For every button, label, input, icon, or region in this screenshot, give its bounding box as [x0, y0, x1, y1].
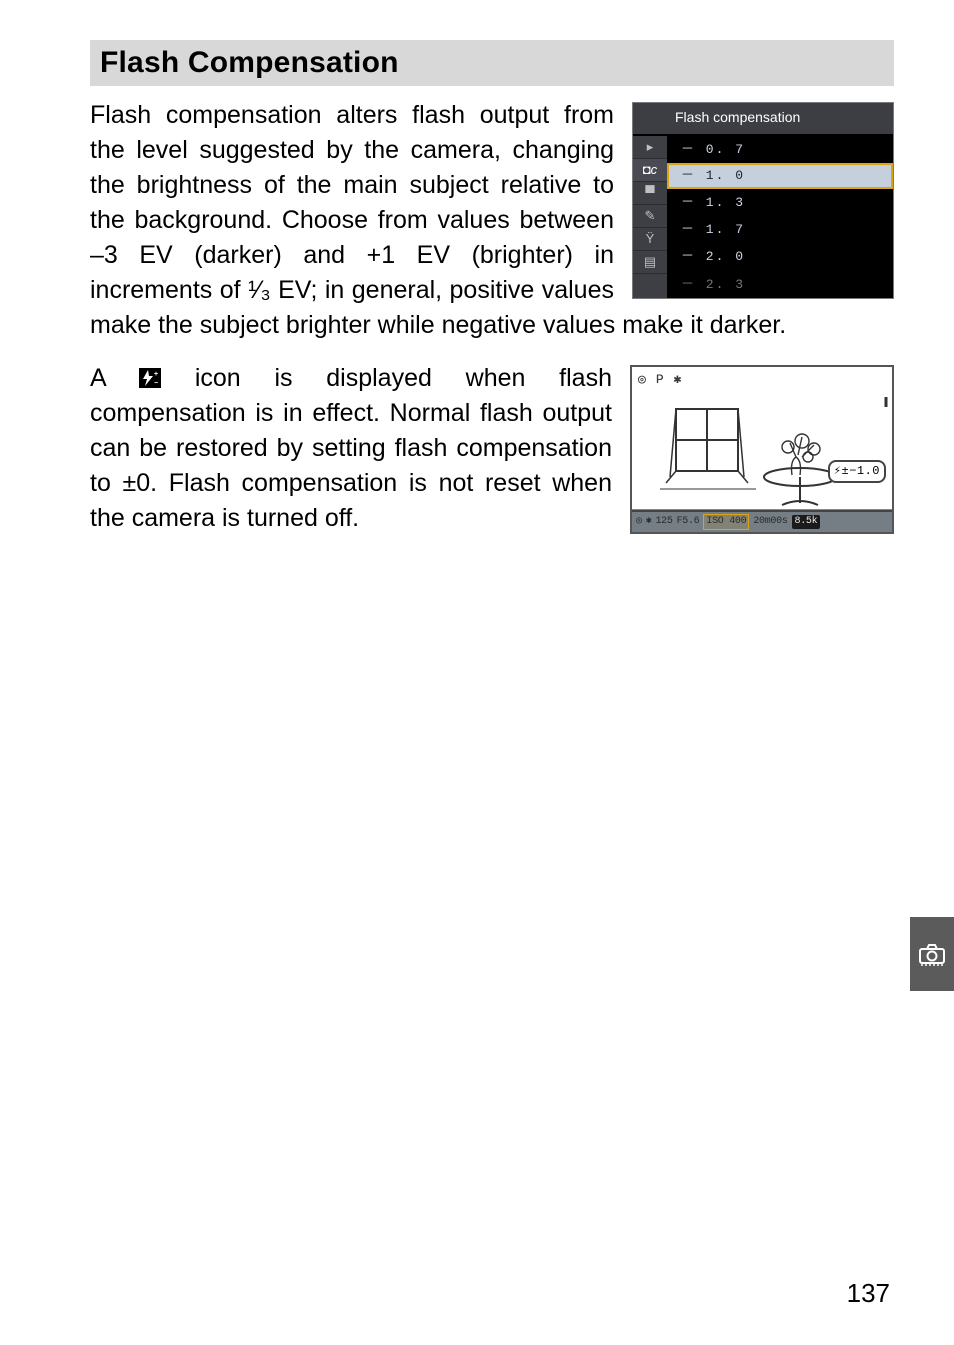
menu-item[interactable]: － 2. 0 [667, 243, 893, 270]
svg-text:−: − [154, 380, 158, 387]
paragraph-1-block: Flash compensation ▸ ◘с ▀ ✎ Ÿ ▤ － 0. 7 －… [90, 98, 894, 343]
menu-item-selected[interactable]: － 1. 0 [667, 163, 893, 189]
paragraph-2-post: icon is displayed when flash compensatio… [90, 364, 612, 532]
flash-mode-icon: ✱ [674, 371, 682, 389]
side-tab-setup-icon[interactable]: Ÿ [633, 228, 667, 251]
status-rectime: 20m00s [753, 515, 787, 529]
paragraph-2-pre: A [90, 364, 139, 392]
scene-illustration-icon [632, 391, 892, 509]
menu-title: Flash compensation [633, 103, 893, 136]
status-iso-label: ISO [706, 516, 723, 527]
status-shutter: 125 [655, 515, 672, 529]
mode-p-icon: P [656, 371, 664, 389]
status-af-icon: ◎ [636, 515, 642, 529]
side-tab-shooting-icon[interactable]: ◘с [633, 159, 667, 182]
lcd-scene: ⚡±−1.0 [632, 391, 892, 510]
menu-side-tabs: ▸ ◘с ▀ ✎ Ÿ ▤ [633, 136, 667, 298]
camera-icon [918, 942, 946, 966]
side-tab-playback-icon[interactable]: ▸ [633, 136, 667, 159]
menu-item[interactable]: － 1. 7 [667, 216, 893, 243]
menu-screenshot: Flash compensation ▸ ◘с ▀ ✎ Ÿ ▤ － 0. 7 －… [632, 102, 894, 299]
flash-comp-badge: ⚡±−1.0 [828, 460, 886, 483]
lcd-statusbar: ◎ ✱ 125 F5.6 ISO 400 20m00s 8.5k [632, 510, 892, 532]
side-tab-custom-icon[interactable]: ✎ [633, 205, 667, 228]
svg-text:+: + [154, 371, 158, 378]
menu-item[interactable]: － 1. 3 [667, 189, 893, 216]
menu-list: － 0. 7 － 1. 0 － 1. 3 － 1. 7 － 2. 0 － 2. … [667, 136, 893, 298]
lcd-top-icons: ◎ P ✱ [632, 367, 892, 391]
af-area-icon: ◎ [638, 371, 646, 389]
menu-item[interactable]: － 2. 3 [667, 271, 893, 298]
status-iso-value: 400 [729, 516, 746, 527]
manual-page: Flash Compensation Flash compensation ▸ … [0, 0, 954, 1345]
status-aperture: F5.6 [677, 515, 700, 529]
section-side-tab [910, 917, 954, 991]
status-iso-highlight: ISO 400 [703, 514, 749, 530]
paragraph-2-block: ◎ P ✱ [90, 361, 894, 536]
status-remaining: 8.5k [792, 515, 821, 529]
menu-item[interactable]: － 0. 7 [667, 136, 893, 163]
status-flash-icon: ✱ [646, 515, 652, 529]
lcd-screenshot: ◎ P ✱ [630, 365, 894, 534]
side-tab-movie-icon[interactable]: ▀ [633, 182, 667, 205]
page-number: 137 [847, 1278, 890, 1309]
menu-content: ▸ ◘с ▀ ✎ Ÿ ▤ － 0. 7 － 1. 0 － 1. 3 － 1. 7… [633, 136, 893, 298]
section-title: Flash Compensation [90, 40, 894, 86]
flash-compensation-icon: +− [139, 368, 161, 388]
side-tab-retouch-icon[interactable]: ▤ [633, 251, 667, 274]
